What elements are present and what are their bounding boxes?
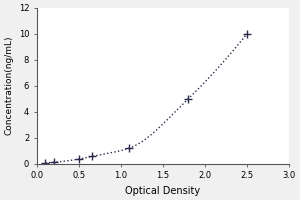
Point xyxy=(186,97,191,100)
Point xyxy=(76,157,81,161)
Point xyxy=(89,155,94,158)
Point xyxy=(43,161,48,165)
Point xyxy=(245,32,250,35)
Point xyxy=(51,161,56,164)
X-axis label: Optical Density: Optical Density xyxy=(125,186,201,196)
Point xyxy=(127,146,132,150)
Y-axis label: Concentration(ng/mL): Concentration(ng/mL) xyxy=(4,36,13,135)
